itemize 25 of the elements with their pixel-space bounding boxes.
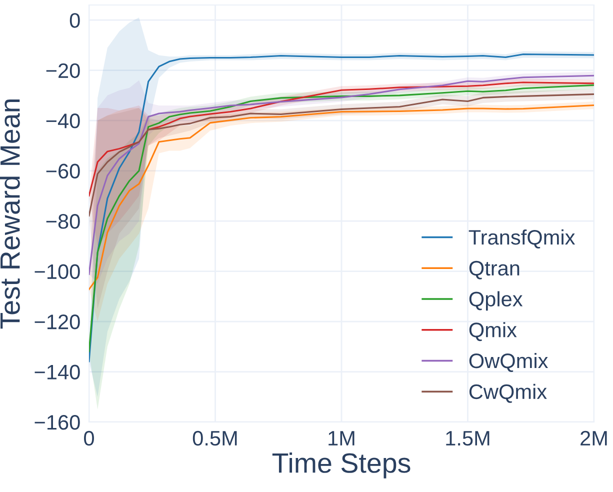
line-series: [89, 104, 594, 290]
x-tick-label: 1M: [328, 431, 354, 446]
y-tick-label: −140: [34, 364, 80, 380]
legend-label: Qmix: [469, 322, 517, 342]
y-tick-label: −120: [34, 314, 80, 330]
y-tick-label: −80: [46, 214, 80, 229]
y-tick-label: −40: [46, 114, 80, 128]
y-tick-label: −60: [46, 164, 80, 179]
y-tick-label: −160: [34, 415, 80, 430]
legend-label: Qplex: [469, 291, 523, 311]
legend-label: Qtran: [469, 260, 520, 280]
legend-label: OwQmix: [469, 352, 548, 372]
line-series: [89, 82, 594, 196]
y-tick-label: −20: [46, 63, 80, 78]
legend-label: TransfQmix: [468, 229, 576, 248]
x-tick-label: 2M: [580, 430, 607, 446]
y-tick-label: 0: [70, 13, 80, 28]
x-tick-label: 1.5M: [446, 431, 490, 446]
line-series: [89, 93, 594, 217]
x-axis-title: Time Steps: [272, 452, 410, 478]
x-tick-label: 0: [84, 430, 94, 446]
x-tick-label: 0.5M: [192, 430, 237, 446]
y-axis-title: Test Reward Mean: [0, 100, 20, 329]
y-tick-label: −100: [34, 264, 80, 280]
legend-label: CwQmix: [469, 384, 547, 403]
